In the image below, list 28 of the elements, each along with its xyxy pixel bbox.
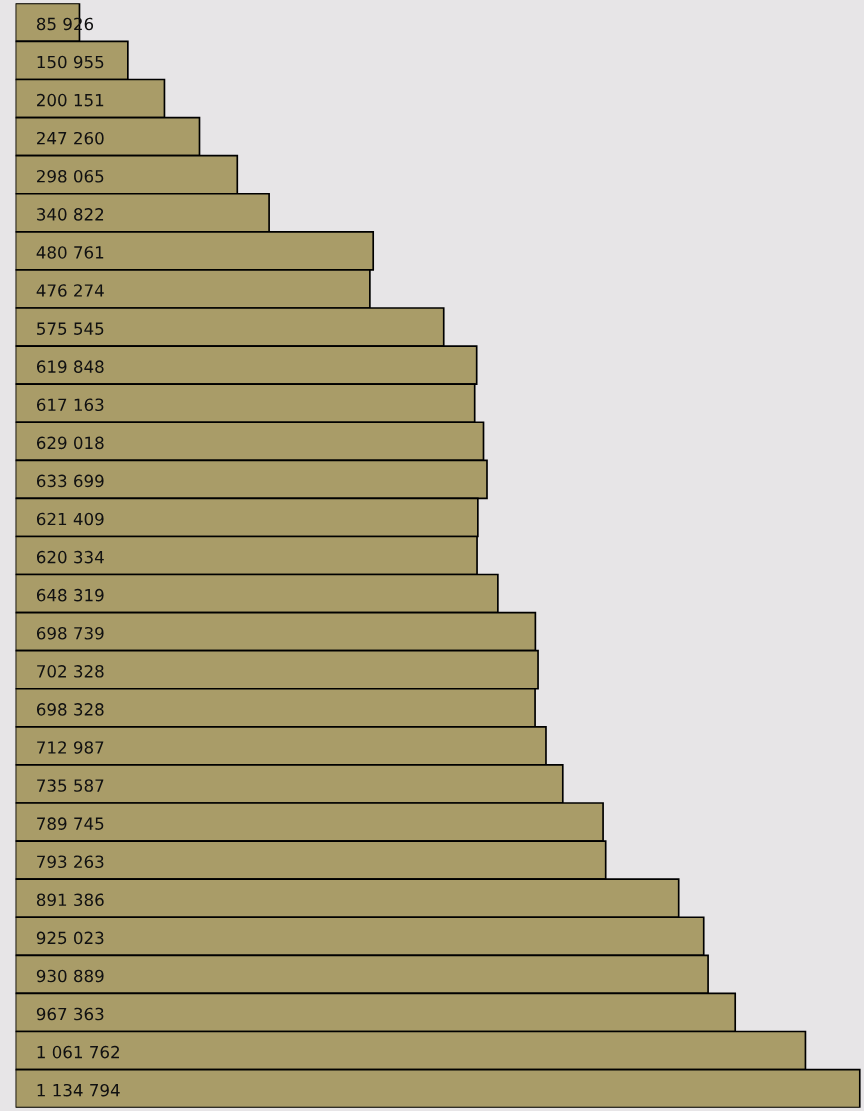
data-label: 735 587 xyxy=(37,779,104,792)
data-label: 150 955 xyxy=(37,55,104,69)
data-label: 633 699 xyxy=(36,474,104,488)
data-label: 891 386 xyxy=(36,893,104,907)
data-label: 617 163 xyxy=(36,398,104,412)
data-label: 480 761 xyxy=(36,246,104,259)
data-label: 340 822 xyxy=(37,208,104,221)
data-label: 476 274 xyxy=(36,284,104,297)
data-label: 619 848 xyxy=(36,360,104,373)
data-label: 698 328 xyxy=(36,703,104,716)
data-label: 925 023 xyxy=(36,931,104,945)
data-label: 247 260 xyxy=(37,131,104,145)
data-label: 648 319 xyxy=(36,588,104,602)
data-label: 702 328 xyxy=(37,665,104,678)
data-label: 712 987 xyxy=(37,741,104,754)
data-label: 621 409 xyxy=(36,512,104,526)
data-label: 789 745 xyxy=(37,817,104,830)
data-label: 575 545 xyxy=(37,322,104,335)
data-label: 1 061 762 xyxy=(37,1045,119,1059)
data-label: 793 263 xyxy=(37,855,104,869)
data-label: 298 065 xyxy=(37,169,104,183)
data-label: 629 018 xyxy=(36,436,104,450)
data-label: 200 151 xyxy=(37,93,104,107)
data-label: 930 889 xyxy=(36,969,104,983)
data-label: 620 334 xyxy=(36,550,104,564)
data-label: 698 739 xyxy=(36,626,104,640)
data-label: 1 134 794 xyxy=(37,1083,120,1097)
data-label: 967 363 xyxy=(36,1007,104,1021)
